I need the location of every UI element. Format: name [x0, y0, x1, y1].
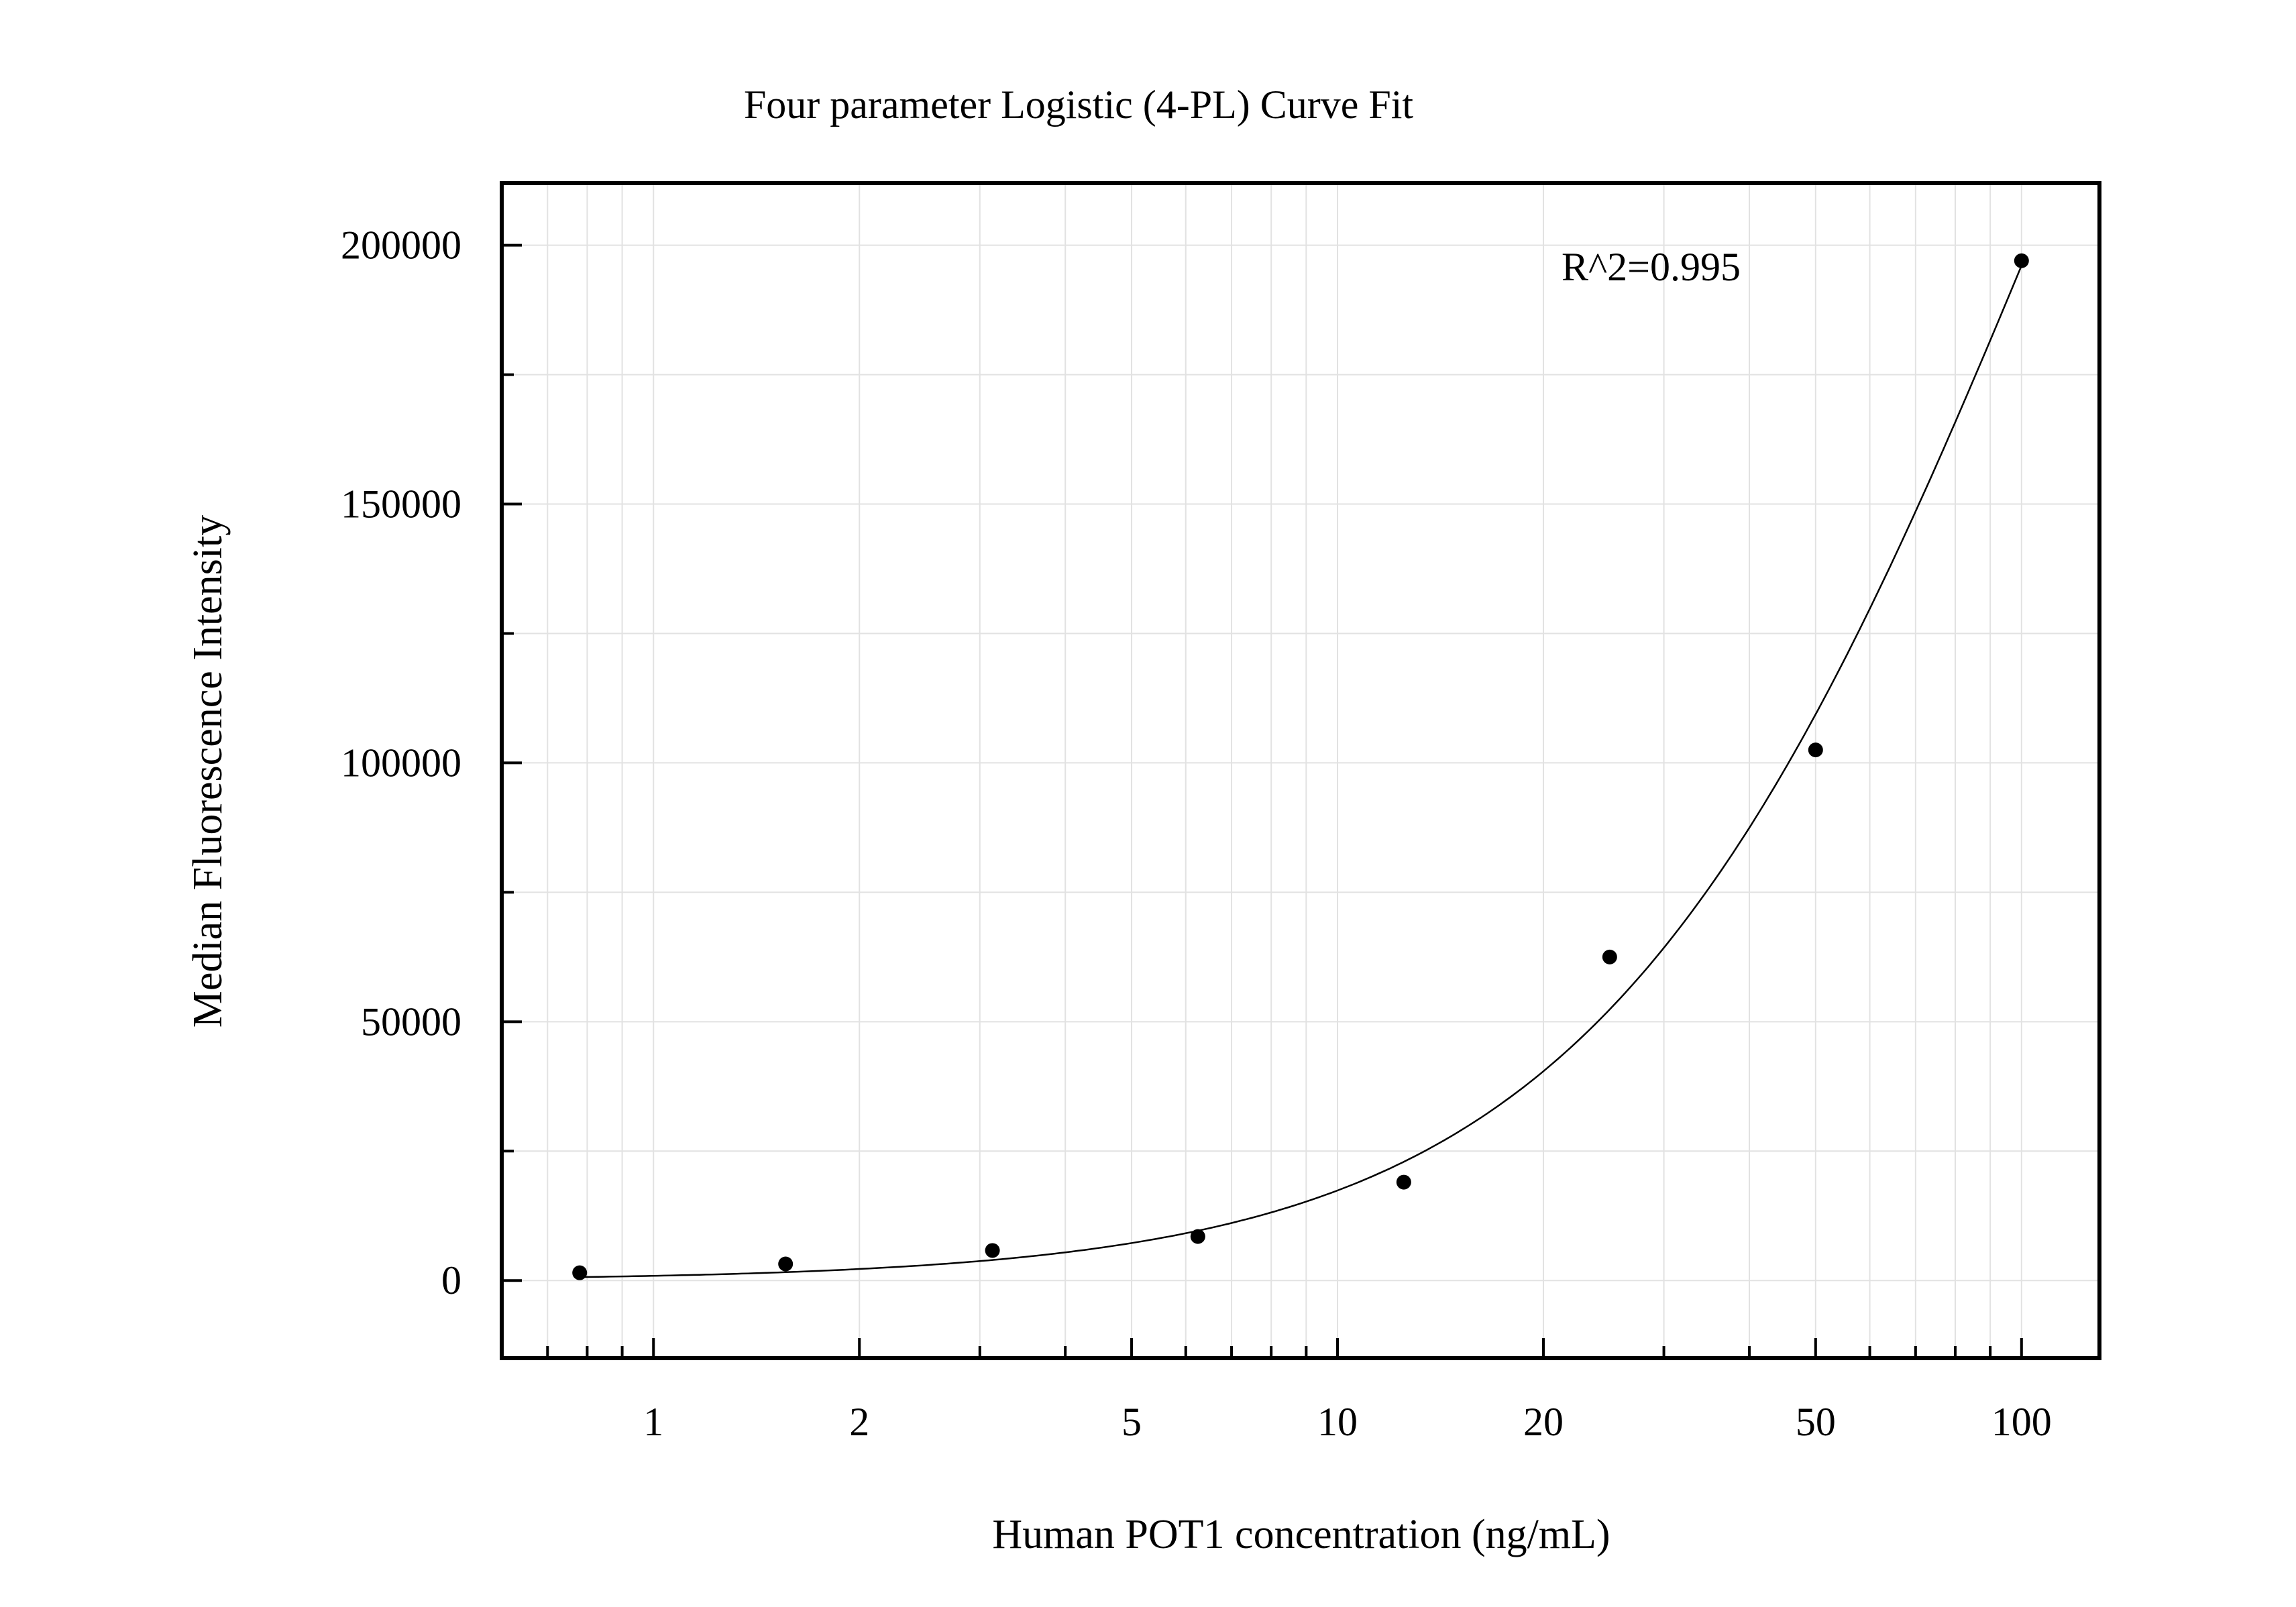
- plot-frame: [500, 181, 2101, 1360]
- data-point: [1190, 1229, 1205, 1244]
- chart-title: Four parameter Logistic (4-PL) Curve Fit: [744, 82, 1413, 127]
- x-tick-label: 50: [1796, 1400, 1836, 1444]
- gridlines: [501, 183, 2099, 1358]
- x-tick-label: 20: [1523, 1400, 1564, 1444]
- y-tick-label: 200000: [341, 223, 461, 268]
- y-tick-label: 100000: [341, 740, 461, 785]
- r-squared-annotation: R^2=0.995: [1562, 245, 1741, 289]
- x-tick-label: 5: [1122, 1400, 1142, 1444]
- x-axis-label: Human POT1 concentration (ng/mL): [992, 1512, 1610, 1557]
- x-tick-labels: 1 2 5 10 20 50 100: [643, 1400, 2052, 1444]
- data-point: [1396, 1174, 1411, 1190]
- y-tick-labels: 0 50000 100000 150000 200000: [341, 223, 461, 1303]
- data-point: [2014, 253, 2029, 268]
- data-point: [1602, 949, 1617, 964]
- y-axis-label: Median Fluorescence Intensity: [185, 515, 231, 1028]
- data-point: [778, 1256, 794, 1272]
- axis-ticks: [500, 243, 2023, 1358]
- x-tick-label: 2: [849, 1400, 869, 1444]
- y-tick-label: 150000: [341, 482, 461, 527]
- data-point: [1808, 742, 1823, 758]
- x-tick-label: 10: [1317, 1400, 1358, 1444]
- x-tick-label: 1: [643, 1400, 663, 1444]
- data-points: [572, 253, 2029, 1280]
- data-point: [572, 1265, 588, 1280]
- y-tick-label: 50000: [361, 999, 461, 1044]
- x-tick-label: 100: [1991, 1400, 2052, 1444]
- y-tick-label: 0: [441, 1258, 461, 1303]
- fit-curve: [580, 265, 2022, 1278]
- data-point: [985, 1243, 1000, 1258]
